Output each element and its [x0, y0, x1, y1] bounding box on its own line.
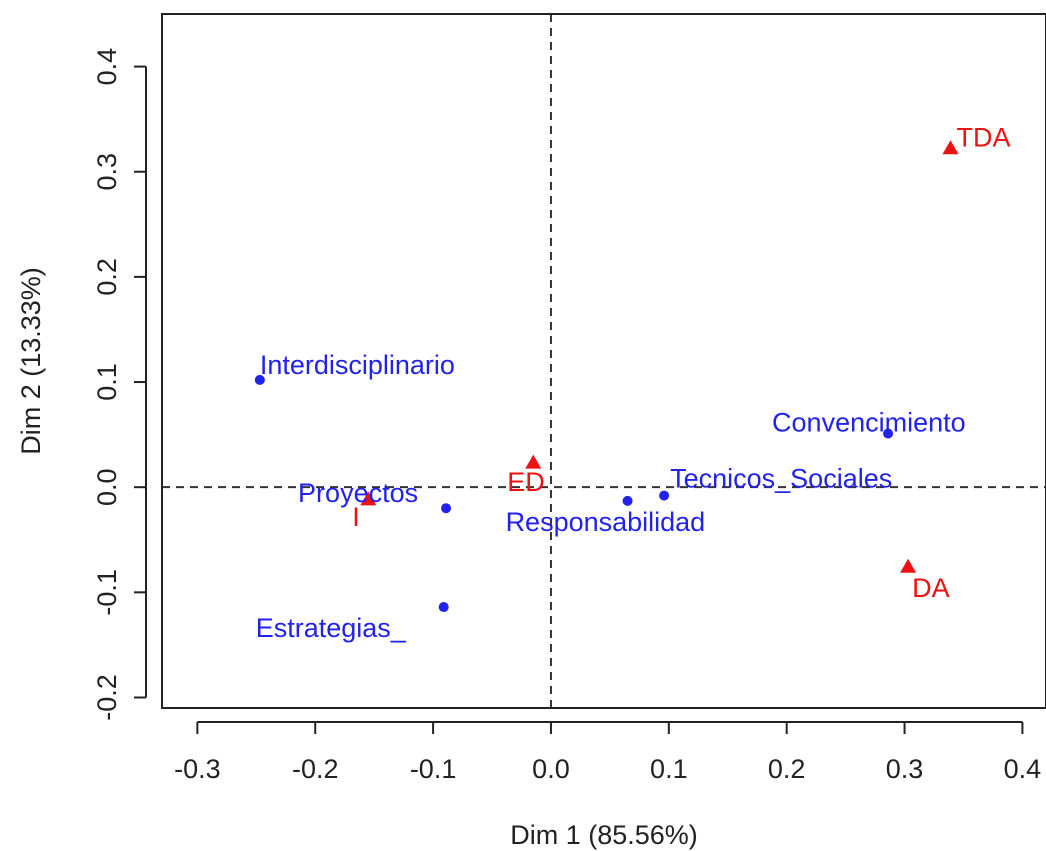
point-marker-circle [659, 490, 670, 501]
x-axis: -0.3 -0.2 -0.1 0.0 0.1 0.2 0.3 0.4 [174, 721, 1042, 784]
y-tick-label: -0.2 [92, 674, 122, 721]
y-axis: -0.2 -0.1 0.0 0.1 0.2 0.3 0.4 [92, 48, 147, 721]
y-tick-label: 0.2 [92, 258, 122, 296]
y-tick-label: 0.4 [92, 48, 122, 86]
y-tick-label: 0.3 [92, 153, 122, 191]
point-marker-triangle [942, 140, 959, 155]
point-marker-triangle [360, 491, 377, 506]
point-label: Tecnicos_Sociales [670, 464, 892, 494]
point-label: Estrategias_ [256, 613, 407, 643]
point-marker-circle [883, 428, 894, 439]
x-tick-label: -0.2 [292, 754, 339, 784]
point-marker-triangle [900, 558, 917, 573]
point-label: Responsabilidad [506, 507, 706, 537]
point-marker-triangle [525, 454, 542, 469]
point-marker-circle [441, 503, 452, 514]
x-tick-label: 0.2 [768, 754, 806, 784]
x-tick-label: -0.1 [410, 754, 457, 784]
data-points [254, 140, 959, 613]
point-label: ED [507, 467, 545, 497]
point-label: Convencimiento [772, 408, 966, 438]
y-tick-label: 0.1 [92, 363, 122, 401]
point-label: TDA [957, 123, 1011, 153]
x-axis-title: Dim 1 (85.56%) [510, 820, 698, 850]
x-tick-label: 0.1 [650, 754, 688, 784]
y-axis-title: Dim 2 (13.33%) [16, 267, 46, 455]
point-marker-circle [254, 374, 265, 385]
y-tick-label: -0.1 [92, 569, 122, 616]
x-tick-label: -0.3 [174, 754, 221, 784]
reference-lines [162, 14, 1046, 708]
x-tick-label: 0.3 [886, 754, 924, 784]
x-tick-label: 0.0 [532, 754, 570, 784]
point-label: DA [912, 573, 950, 603]
y-tick-label: 0.0 [92, 468, 122, 506]
x-tick-label: 0.4 [1004, 754, 1042, 784]
point-label: Proyectos [298, 478, 418, 508]
point-label: I [352, 502, 360, 532]
point-marker-circle [622, 495, 633, 506]
point-labels: Interdisciplinario Convencimiento Tecnicos… [256, 123, 1011, 643]
point-marker-circle [438, 602, 449, 613]
plot-frame [161, 13, 1046, 709]
point-label: Interdisciplinario [260, 350, 455, 380]
